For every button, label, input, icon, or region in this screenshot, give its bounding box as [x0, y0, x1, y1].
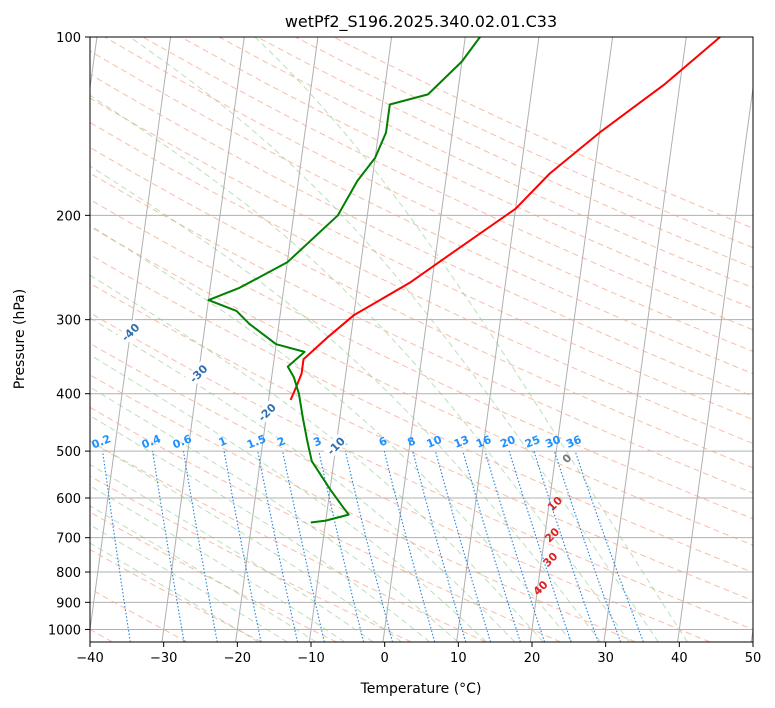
x-tick-label: −10 — [297, 651, 324, 666]
mixing-ratio-line — [344, 450, 394, 642]
x-tick-label: −40 — [76, 651, 103, 666]
dry-adiabat-line — [90, 198, 753, 520]
x-tick-label: −20 — [224, 651, 251, 666]
moist-adiabat-line — [90, 317, 516, 642]
dry-adiabat-line — [90, 254, 753, 573]
dry-adiabat-line — [90, 549, 263, 642]
dry-adiabat-line — [218, 37, 753, 289]
dry-adiabat-line — [90, 172, 753, 494]
isotherm-line — [456, 37, 540, 642]
dry-adiabat-line — [104, 37, 753, 353]
x-tick-label: 50 — [745, 651, 762, 666]
y-tick-label: 400 — [56, 388, 81, 403]
y-tick-label: 200 — [56, 209, 81, 224]
mixing-ratio-label: 10 — [425, 433, 444, 451]
x-tick-label: 30 — [597, 651, 614, 666]
mixing-ratio-line — [412, 450, 467, 642]
mixing-ratio-label: 1 — [217, 434, 229, 449]
dry-adiabat-line — [90, 97, 753, 421]
mixing-ratio-line — [462, 450, 521, 642]
moist-adiabat-line — [90, 165, 601, 642]
chart-title: wetPf2_S196.2025.340.02.01.C33 — [285, 12, 557, 32]
x-axis-label: Temperature (°C) — [360, 681, 482, 697]
mixing-ratio-line — [383, 450, 436, 642]
dry-adiabat-line — [90, 121, 753, 444]
dry-adiabat-line — [90, 342, 711, 642]
moist-adiabat-line — [90, 463, 374, 642]
y-tick-label: 900 — [56, 596, 81, 611]
isotherm-line — [382, 37, 466, 642]
moist-adiabat-line — [90, 415, 431, 642]
mixing-ratio-label: 36 — [564, 433, 583, 451]
isotherm-line — [235, 37, 319, 642]
mixing-ratio-label: 8 — [406, 434, 418, 449]
mixing-ratio-line — [574, 450, 644, 642]
isotherm-label-bg — [253, 398, 280, 426]
x-tick-label: 20 — [524, 651, 541, 666]
mixing-ratio-label: 16 — [474, 433, 493, 451]
mixing-ratio-label: 2 — [275, 434, 287, 449]
moist-adiabat-line — [90, 542, 259, 642]
x-tick-label: 10 — [450, 651, 467, 666]
moist-adiabat-line — [90, 94, 630, 642]
moist-adiabat-line — [90, 274, 544, 642]
x-tick-label: −30 — [150, 651, 177, 666]
dry-adiabat-line — [90, 440, 487, 642]
mixing-ratio-line — [508, 450, 572, 642]
dry-adiabat-line — [90, 282, 753, 602]
mixing-ratio-label: 13 — [452, 433, 471, 451]
mixing-ratio-label: 20 — [498, 433, 517, 451]
y-tick-label: 300 — [56, 314, 81, 329]
mixing-ratio-label: 30 — [544, 433, 563, 451]
y-tick-label: 700 — [56, 532, 81, 547]
mixing-ratio-label: 25 — [523, 433, 542, 451]
mixing-ratio-line — [553, 450, 622, 642]
plot-frame — [89, 36, 754, 643]
y-tick-label: 600 — [56, 492, 81, 507]
y-tick-label: 100 — [56, 31, 81, 46]
moist-adiabat-line — [129, 37, 659, 642]
isotherm-line — [161, 37, 245, 642]
temperature-profile-line — [289, 37, 721, 401]
mixing-ratio-label: 3 — [312, 434, 324, 449]
mixing-ratio-line — [533, 450, 599, 642]
x-tick-label: 0 — [381, 651, 389, 666]
y-axis-label: Pressure (hPa) — [12, 289, 28, 389]
moist-adiabat-line — [254, 37, 688, 642]
mixing-ratio-line — [484, 450, 546, 642]
isotherm-label-bg — [116, 318, 144, 345]
moist-adiabat-line — [90, 440, 402, 642]
dry-adiabat-line — [90, 406, 561, 642]
y-tick-label: 500 — [56, 445, 81, 460]
moist-adiabat-line — [90, 524, 288, 642]
mixing-ratio-line — [257, 450, 299, 642]
isotherm-line — [603, 37, 687, 642]
isotherm-label-bg — [185, 360, 212, 387]
mixing-ratio-line — [282, 450, 325, 642]
isotherm-line — [677, 84, 753, 642]
isotherm-line — [529, 37, 614, 642]
mixing-ratio-line — [318, 450, 365, 642]
dry-adiabat-line — [90, 226, 753, 546]
y-tick-label: 1000 — [48, 623, 81, 638]
moist-adiabat-line — [90, 354, 487, 642]
moist-adiabat-line — [90, 224, 573, 642]
dewpoint-profile-line — [207, 37, 481, 524]
x-tick-label: 40 — [671, 651, 688, 666]
dry-adiabat-line — [90, 312, 753, 630]
mixing-ratio-line — [434, 450, 492, 642]
y-tick-label: 800 — [56, 566, 81, 581]
isotherm-label-bg — [322, 432, 349, 459]
moist-adiabat-line — [90, 386, 459, 642]
